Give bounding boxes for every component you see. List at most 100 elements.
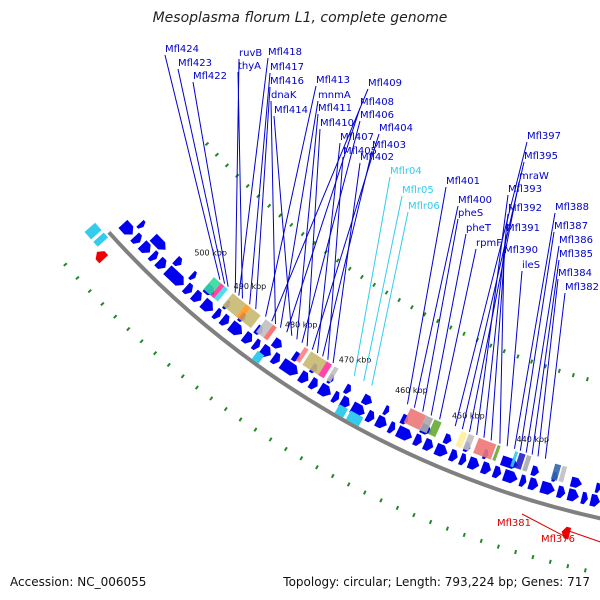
forward-gene-arrow xyxy=(199,297,213,312)
feature-box xyxy=(427,419,442,438)
label-leader-line xyxy=(306,128,321,347)
gene-label: Mfl395 xyxy=(524,151,558,162)
forward-gene-arrow xyxy=(566,488,579,502)
forward-gene-arrow xyxy=(297,370,309,384)
gene-label: Mfl390 xyxy=(504,245,538,256)
forward-gene-arrow xyxy=(227,320,243,336)
gene-label: Mfl384 xyxy=(558,268,592,279)
gene-label: Mfl403 xyxy=(372,140,406,151)
forward-gene-arrow xyxy=(569,476,583,488)
outer-tick xyxy=(462,331,466,337)
feature-box xyxy=(240,307,261,329)
kbp-scale-labels: 500 kbp 490 kbp 480 kbp 470 kbp 460 kbp 450 k… xyxy=(194,248,549,444)
outer-tick xyxy=(516,354,520,359)
forward-gene-arrow xyxy=(278,358,298,376)
outer-tick xyxy=(530,359,534,364)
inner-tick xyxy=(166,362,171,368)
label-leader-line xyxy=(311,133,380,350)
forward-gene-arrow xyxy=(307,376,318,390)
label-leader-line xyxy=(296,113,319,340)
gene-label: Mfl393 xyxy=(508,184,542,195)
inner-tick xyxy=(253,427,258,432)
forward-gene-arrow xyxy=(147,250,159,262)
gene-label: Mfl424 xyxy=(165,44,199,55)
inner-tick xyxy=(283,446,288,452)
forward-gene-arrow xyxy=(491,465,502,479)
outer-tick xyxy=(571,372,575,378)
forward-gene-arrow xyxy=(555,485,566,499)
forward-gene-arrow xyxy=(386,421,396,434)
outer-tick xyxy=(397,297,402,303)
label-leader-lines xyxy=(164,54,600,543)
label-leader-line xyxy=(265,85,317,317)
feature-box xyxy=(210,283,225,299)
label-leader-line xyxy=(519,231,555,451)
forward-gene-arrow xyxy=(118,219,134,235)
outer-tick xyxy=(435,318,440,324)
forward-gene-arrow xyxy=(374,414,387,429)
gene-label: Mfl409 xyxy=(368,78,402,89)
gene-label: Mfl385 xyxy=(559,249,593,260)
gene-label: Mfl376 xyxy=(541,534,575,545)
gene-label: Mfl391 xyxy=(506,223,540,234)
kbp-label: 500 kbp xyxy=(194,248,227,257)
label-leader-line xyxy=(544,292,566,459)
forward-gene-arrow xyxy=(240,330,253,344)
forward-gene-arrow xyxy=(539,480,555,495)
inner-tick-marks xyxy=(63,262,587,573)
gene-label: Mfl386 xyxy=(559,235,593,246)
feature-box xyxy=(403,408,427,430)
forward-gene-arrow xyxy=(130,232,142,244)
gene-label: Mflr04 xyxy=(390,166,422,177)
gene-label: Mfl404 xyxy=(379,123,413,134)
forward-gene-arrow xyxy=(458,452,467,466)
gene-label: mnmA xyxy=(318,90,351,101)
gene-label: Mfl414 xyxy=(274,105,308,116)
forward-gene-arrow xyxy=(518,474,527,487)
outer-tick xyxy=(557,368,561,374)
forward-gene-arrow xyxy=(172,256,183,267)
forward-gene-arrow xyxy=(527,477,539,491)
label-leader-line xyxy=(565,529,600,543)
forward-gene-arrow xyxy=(330,390,340,403)
inner-tick xyxy=(87,288,92,294)
feature-box xyxy=(510,451,519,468)
gene-label: Mflr06 xyxy=(408,201,440,212)
inner-tick xyxy=(315,465,319,470)
kbp-label: 450 kbp xyxy=(452,412,485,421)
feature-box xyxy=(263,324,277,341)
label-leader-line xyxy=(164,54,221,280)
label-leader-line xyxy=(237,71,243,299)
gene-label: Mfl392 xyxy=(508,203,542,214)
inner-tick xyxy=(63,262,68,267)
label-leader-line xyxy=(371,211,409,386)
forward-gene-arrow xyxy=(466,456,480,470)
label-leader-line xyxy=(270,100,276,325)
inner-tick xyxy=(531,554,535,560)
inner-tick xyxy=(75,275,80,281)
gene-label: pheS xyxy=(458,208,483,219)
forward-gene-arrow xyxy=(530,465,539,477)
outer-tick xyxy=(384,290,389,295)
forward-gene-arrow xyxy=(364,409,375,423)
forward-gene-arrow xyxy=(447,448,458,462)
rna-feature-box xyxy=(93,232,109,247)
label-leader-line xyxy=(249,72,271,305)
outer-tick xyxy=(300,231,305,237)
label-leader-line xyxy=(499,255,505,444)
rna-feature-box xyxy=(251,350,265,364)
rna-feature-box xyxy=(334,404,348,418)
inner-tick xyxy=(379,498,383,503)
inner-tick xyxy=(346,482,351,487)
forward-gene-arrow xyxy=(594,482,600,494)
reverse-gene-arrow xyxy=(95,251,109,264)
outer-tick xyxy=(489,343,493,348)
label-leader-line xyxy=(439,248,477,420)
label-leader-line xyxy=(483,213,509,438)
feature-box xyxy=(455,430,468,449)
label-leader-line xyxy=(430,233,467,416)
gene-label: Mfl397 xyxy=(527,131,561,142)
rna-feature-box xyxy=(345,410,364,427)
